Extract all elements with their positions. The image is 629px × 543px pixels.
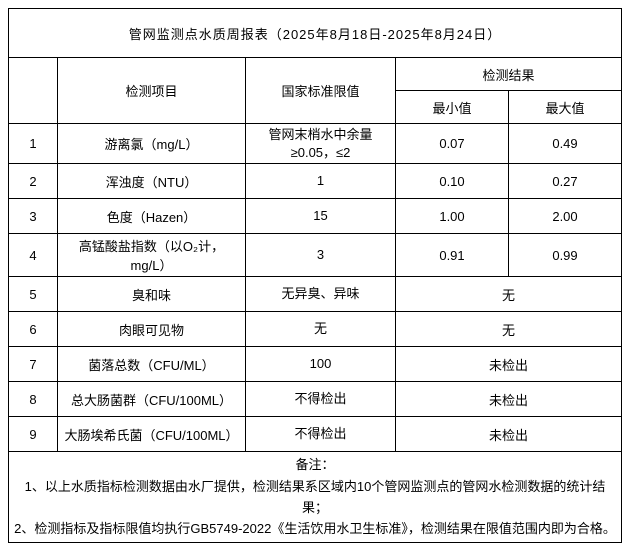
row-index: 3 [8,198,58,235]
header-result-group: 检测结果 [395,57,622,91]
limit-cell: 3 [245,233,396,278]
header-max: 最大值 [508,90,622,124]
min-value-cell: 0.10 [395,163,509,200]
item-cell: 总大肠菌群（CFU/100ML） [57,381,246,418]
max-value-cell: 0.99 [508,233,622,278]
table-row: 9 大肠埃希氏菌（CFU/100ML） 不得检出 未检出 [8,416,622,453]
table-row: 8 总大肠菌群（CFU/100ML） 不得检出 未检出 [8,381,622,418]
result-cell: 无 [395,276,622,313]
report-sheet: 管网监测点水质周报表（2025年8月18日-2025年8月24日） 检测项目 国… [8,8,622,543]
header-min: 最小值 [395,90,509,124]
row-index: 9 [8,416,58,453]
header-item: 检测项目 [57,57,246,124]
max-value-cell: 2.00 [508,198,622,235]
row-index: 4 [8,233,58,278]
table-row: 7 菌落总数（CFU/ML） 100 未检出 [8,346,622,383]
limit-cell: 15 [245,198,396,235]
limit-cell: 管网末梢水中余量≥0.05，≤2 [245,122,396,165]
header-limit: 国家标准限值 [245,57,396,124]
page-title: 管网监测点水质周报表（2025年8月18日-2025年8月24日） [8,8,622,58]
header-row-sub: 最小值 最大值 [9,90,622,124]
notes-line-2: 2、检测指标及指标限值均执行GB5749-2022《生活饮用水卫生标准》，检测结… [14,521,616,537]
limit-cell: 不得检出 [245,381,396,418]
limit-cell: 100 [245,346,396,383]
item-cell: 大肠埃希氏菌（CFU/100ML） [57,416,246,453]
result-cell: 未检出 [395,416,622,453]
table-row: 3 色度（Hazen） 15 1.00 2.00 [8,198,622,235]
max-value-cell: 0.27 [508,163,622,200]
table-row: 2 浑浊度（NTU） 1 0.10 0.27 [8,163,622,200]
limit-cell: 1 [245,163,396,200]
header-row-top: 检测项目 国家标准限值 检测结果 [8,57,622,124]
limit-cell: 不得检出 [245,416,396,453]
notes-row: 备注： 1、以上水质指标检测数据由水厂提供，检测结果系区域内10个管网监测点的管… [8,451,622,543]
limit-cell: 无 [245,311,396,348]
row-index: 2 [8,163,58,200]
table-row: 1 游离氯（mg/L） 管网末梢水中余量≥0.05，≤2 0.07 0.49 [8,122,622,165]
item-cell: 肉眼可见物 [57,311,246,348]
result-cell: 无 [395,311,622,348]
table-row: 4 高锰酸盐指数（以O₂计，mg/L） 3 0.91 0.99 [8,233,622,278]
min-value-cell: 0.91 [395,233,509,278]
row-index: 1 [8,122,58,165]
header-index [8,57,58,124]
item-cell: 浑浊度（NTU） [57,163,246,200]
item-cell: 色度（Hazen） [57,198,246,235]
result-cell: 未检出 [395,381,622,418]
min-value-cell: 1.00 [395,198,509,235]
item-cell: 臭和味 [57,276,246,313]
table-row: 5 臭和味 无异臭、异味 无 [8,276,622,313]
title-row: 管网监测点水质周报表（2025年8月18日-2025年8月24日） [8,8,622,58]
row-index: 5 [8,276,58,313]
table-row: 6 肉眼可见物 无 无 [8,311,622,348]
row-index: 8 [8,381,58,418]
row-index: 7 [8,346,58,383]
max-value-cell: 0.49 [508,122,622,165]
notes-cell: 备注： 1、以上水质指标检测数据由水厂提供，检测结果系区域内10个管网监测点的管… [8,451,622,543]
limit-cell: 无异臭、异味 [245,276,396,313]
notes-line-1: 1、以上水质指标检测数据由水厂提供，检测结果系区域内10个管网监测点的管网水检测… [24,478,606,515]
water-quality-report-table: 管网监测点水质周报表（2025年8月18日-2025年8月24日） 检测项目 国… [8,8,622,543]
item-cell: 菌落总数（CFU/ML） [57,346,246,383]
result-cell: 未检出 [395,346,622,383]
row-index: 6 [8,311,58,348]
min-value-cell: 0.07 [395,122,509,165]
notes-label: 备注： [295,457,335,473]
item-cell: 高锰酸盐指数（以O₂计，mg/L） [57,233,246,278]
item-cell: 游离氯（mg/L） [57,122,246,165]
